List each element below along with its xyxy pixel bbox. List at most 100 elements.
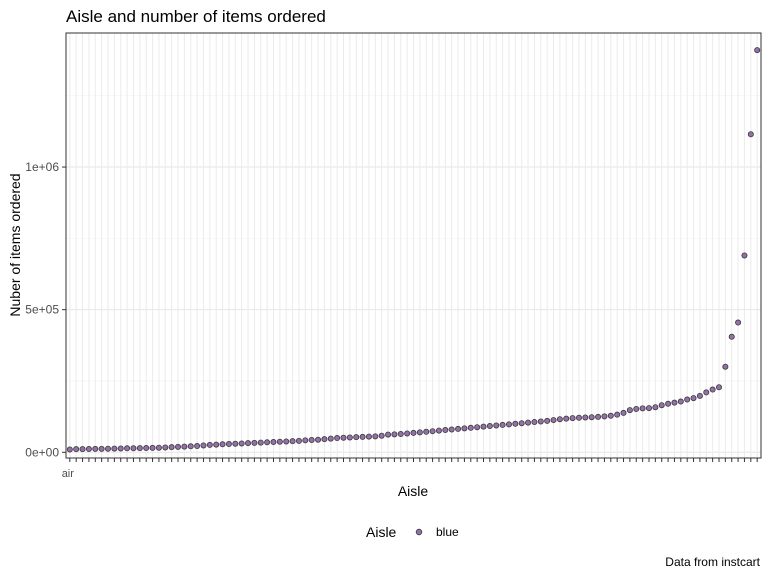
data-point: [136, 445, 143, 452]
data-point: [194, 443, 201, 450]
data-point: [245, 440, 252, 447]
data-point: [709, 386, 716, 393]
major-grid: [66, 33, 761, 458]
data-point: [225, 441, 232, 448]
data-point: [283, 438, 290, 445]
y-tick-label: 5e+05: [25, 303, 59, 317]
data-point: [512, 420, 519, 427]
data-point: [537, 418, 544, 425]
data-point: [404, 430, 411, 437]
data-point: [461, 425, 468, 432]
data-point: [715, 384, 722, 391]
legend: Aisle blue: [366, 524, 459, 540]
data-point: [302, 437, 309, 444]
data-point: [588, 414, 595, 421]
x-axis-title: Aisle: [398, 483, 429, 499]
data-point: [735, 319, 742, 326]
data-point: [162, 444, 169, 451]
x-axis: air: [62, 458, 758, 480]
data-point: [626, 407, 633, 414]
data-point: [79, 446, 86, 453]
data-point: [213, 441, 220, 448]
data-point: [677, 398, 684, 405]
data-point: [340, 434, 347, 441]
data-point: [124, 445, 131, 452]
data-point: [607, 412, 614, 419]
y-tick-label: 0e+00: [25, 445, 59, 459]
data-point: [499, 421, 506, 428]
data-point: [416, 429, 423, 436]
data-point: [448, 426, 455, 433]
data-point: [652, 404, 659, 411]
data-point: [200, 442, 207, 449]
data-point: [575, 414, 582, 421]
data-point: [219, 441, 226, 448]
data-point: [105, 445, 112, 452]
data-point: [493, 422, 500, 429]
data-point: [563, 415, 570, 422]
data-point: [728, 333, 735, 340]
data-point: [544, 417, 551, 424]
data-point: [346, 434, 353, 441]
data-point: [308, 437, 315, 444]
data-point: [614, 411, 621, 418]
y-axis: 0e+00 5e+05 1e+06: [25, 160, 66, 459]
data-point: [556, 416, 563, 423]
data-point: [550, 417, 557, 424]
data-point: [315, 436, 322, 443]
data-point: [525, 419, 532, 426]
data-point: [486, 423, 493, 430]
data-point: [601, 413, 608, 420]
data-point: [722, 363, 729, 370]
legend-key-point: [415, 528, 423, 536]
data-point: [264, 439, 271, 446]
data-point: [684, 396, 691, 403]
data-point: [175, 443, 182, 450]
data-point: [372, 433, 379, 440]
data-point: [321, 436, 328, 443]
data-point: [155, 444, 162, 451]
data-point: [645, 405, 652, 412]
data-point: [518, 420, 525, 427]
chart-caption: Data from instcart: [665, 555, 760, 569]
data-point: [690, 395, 697, 402]
data-point: [143, 445, 150, 452]
data-point: [206, 441, 213, 448]
legend-title: Aisle: [366, 524, 397, 540]
data-point: [467, 424, 474, 431]
data-point: [423, 428, 430, 435]
data-point: [747, 131, 754, 138]
data-point: [92, 445, 99, 452]
data-point: [696, 392, 703, 399]
data-point: [531, 419, 538, 426]
data-point: [435, 427, 442, 434]
data-point: [251, 439, 258, 446]
data-point: [238, 440, 245, 447]
data-point: [359, 433, 366, 440]
data-point: [130, 445, 137, 452]
data-point: [334, 435, 341, 442]
data-point: [582, 414, 589, 421]
data-point: [620, 409, 627, 416]
data-point: [111, 445, 118, 452]
data-point: [658, 402, 665, 409]
data-point: [480, 423, 487, 430]
data-point: [397, 431, 404, 438]
data-point: [665, 400, 672, 407]
data-point: [365, 433, 372, 440]
data-point: [595, 413, 602, 420]
data-point: [442, 427, 449, 434]
data-point: [378, 432, 385, 439]
data-point: [391, 431, 398, 438]
data-point: [741, 252, 748, 259]
legend-label: blue: [436, 525, 459, 539]
data-point: [569, 415, 576, 422]
data-point: [168, 444, 175, 451]
data-point: [474, 424, 481, 431]
data-point: [327, 435, 334, 442]
data-point: [276, 438, 283, 445]
data-point: [117, 445, 124, 452]
data-point: [671, 399, 678, 406]
data-point: [410, 429, 417, 436]
